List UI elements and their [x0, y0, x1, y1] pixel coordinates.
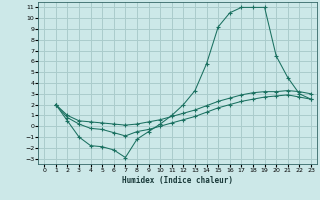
X-axis label: Humidex (Indice chaleur): Humidex (Indice chaleur) — [122, 176, 233, 185]
